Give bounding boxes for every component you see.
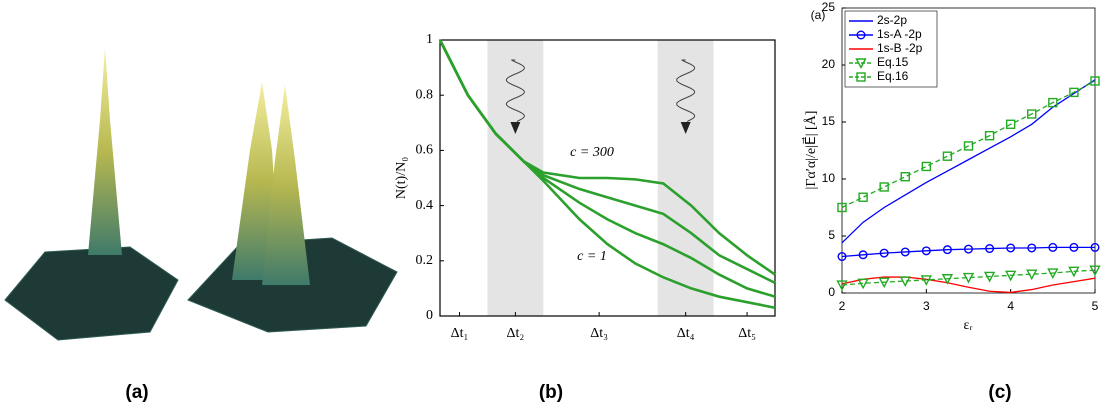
x-tick-label: 4: [1007, 299, 1014, 313]
x-tick-label: 3: [923, 299, 930, 313]
data-line: [841, 80, 1096, 209]
marker: [920, 275, 932, 286]
x-tick-label: Δt₂: [506, 326, 524, 341]
plot-frame: [439, 39, 776, 317]
marker: [1005, 119, 1016, 129]
marker: [921, 161, 932, 172]
marker: [855, 58, 867, 69]
y-tick-label: 0: [828, 285, 835, 299]
marker: [1047, 268, 1059, 280]
x-tick-label: Δt₃: [590, 326, 608, 341]
marker: [1090, 76, 1100, 86]
legend-label: Eq.15: [877, 55, 909, 69]
marker: [1048, 97, 1058, 108]
y-tick-label: 5: [828, 228, 835, 242]
marker: [942, 151, 953, 161]
marker: [921, 246, 931, 256]
data-line: [841, 246, 1095, 258]
marker: [856, 30, 866, 40]
marker: [1090, 242, 1100, 252]
arrow-head: [680, 122, 691, 134]
marker: [878, 277, 890, 289]
surface-plots: [4, 48, 398, 341]
data-line: [841, 276, 1096, 294]
marker: [856, 72, 866, 82]
x-tick-label: 5: [1092, 299, 1099, 313]
marker: [941, 274, 954, 285]
annotation: c = 1: [577, 249, 607, 264]
panel-b: 0 0.2 0.4 0.6 0.8 1 Δt₁ Δt₂ Δt₃ Δt₄ Δt₅ N(t)/N₀ c = …: [394, 32, 776, 341]
photon-wave: [505, 59, 525, 127]
marker: [1069, 242, 1079, 252]
shaded-region: [657, 40, 714, 316]
y-tick-label: 0.2: [416, 253, 434, 268]
arrow-head: [510, 122, 521, 134]
y-tick-label: 1: [426, 32, 433, 47]
panel-label: (c): [988, 382, 1011, 403]
marker: [857, 278, 869, 290]
photon-wave: [676, 59, 696, 127]
marker: [837, 252, 847, 262]
marker: [900, 172, 910, 182]
legend-label: Eq.16: [877, 69, 909, 83]
marker: [964, 244, 974, 254]
x-axis-label: εᵣ: [963, 318, 972, 333]
panel-label: (a): [125, 382, 148, 403]
marker: [962, 272, 975, 284]
y-axis-label: |Γα′α|/e|E⃗| [Å]: [802, 111, 820, 190]
y-tick-label: 0.4: [416, 198, 434, 213]
x-tick-label: 2: [839, 299, 846, 313]
panel-label: (a): [811, 8, 826, 22]
annotation: c = 300: [570, 145, 614, 160]
marker: [858, 250, 868, 260]
y-tick-label: 10: [822, 171, 836, 185]
marker: [899, 276, 911, 288]
marker: [837, 202, 847, 213]
data-line: [438, 39, 776, 309]
y-tick-label: 25: [822, 0, 836, 14]
marker: [1027, 109, 1037, 119]
marker: [879, 182, 889, 192]
marker: [1006, 243, 1016, 253]
y-axis-label: N(t)/N₀: [394, 157, 409, 199]
legend-label: 1s-B -2p: [877, 41, 923, 55]
x-tick-label: Δt₄: [677, 326, 695, 341]
marker: [1027, 243, 1037, 253]
y-tick-label: 20: [822, 57, 836, 71]
marker: [879, 248, 889, 258]
marker: [1048, 242, 1058, 252]
marker: [942, 245, 952, 255]
marker: [858, 192, 868, 202]
marker: [984, 130, 995, 141]
marker: [963, 141, 974, 151]
marker: [983, 271, 996, 283]
y-tick-label: 0.6: [416, 143, 434, 158]
marker: [1026, 269, 1038, 281]
marker: [1005, 270, 1017, 282]
data-line: [841, 269, 1096, 286]
y-tick-label: 15: [822, 114, 836, 128]
x-tick-label: Δt₁: [451, 326, 469, 341]
legend-label: 1s-A -2p: [877, 27, 922, 41]
marker: [1068, 266, 1080, 278]
shaded-region: [487, 40, 544, 316]
y-tick-label: 0.8: [416, 87, 434, 102]
panel-label: (b): [539, 382, 563, 403]
plot-frame: [841, 7, 1096, 294]
marker: [1089, 265, 1101, 277]
marker: [836, 280, 848, 292]
marker: [985, 244, 995, 254]
marker: [900, 247, 910, 257]
marker: [1069, 87, 1079, 98]
y-tick-label: 0: [426, 308, 433, 323]
legend-label: 2s-2p: [877, 13, 907, 27]
x-tick-label: Δt₅: [738, 326, 756, 341]
